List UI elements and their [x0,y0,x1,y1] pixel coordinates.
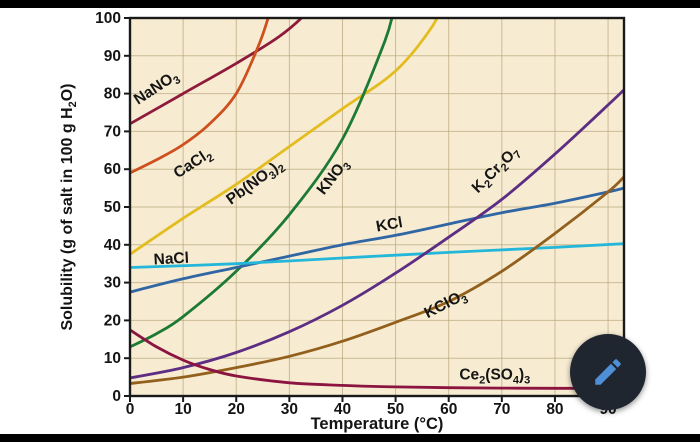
x-tick-label: 70 [493,401,510,418]
x-tick-label: 60 [440,401,457,418]
y-tick-label: 70 [104,123,121,140]
y-tick-label: 0 [112,388,121,405]
y-axis-title: Solubility (g of salt in 100 g H2O) [59,83,79,330]
x-axis-title: Temperature (°C) [311,415,444,433]
curve-K2Cr2O7 [130,88,624,380]
y-tick-label: 30 [104,275,121,292]
y-tick-label: 50 [104,199,121,216]
x-tick-label: 80 [546,401,563,418]
letterbox-top [0,0,700,8]
curve-KClO3 [130,175,624,385]
y-tick-label: 100 [95,10,121,27]
pencil-icon [595,359,621,385]
label-NaCl: NaCl [153,250,189,269]
y-tick-label: 10 [104,350,121,367]
curve-PbNO32 [130,18,439,256]
curve-NaCl [130,242,624,269]
solubility-chart-image: 0102030405060708090010203040506070809010… [0,8,700,434]
y-tick-label: 20 [104,312,121,329]
y-tick-label: 80 [104,86,121,103]
y-tick-label: 90 [104,48,121,65]
edit-fab[interactable] [570,334,646,410]
label-Ce2SO43: Ce2(SO4)3 [459,367,530,387]
x-tick-label: 10 [174,401,191,418]
curve-CaCl2 [130,18,270,175]
label-KCl: KCl [375,214,404,235]
curve-KCl [130,186,624,294]
curve-KNO3 [130,18,394,349]
x-tick-label: 0 [126,401,135,418]
curve-NaNO3 [130,18,304,126]
x-tick-label: 50 [387,401,404,418]
y-tick-label: 60 [104,161,121,178]
x-tick-label: 40 [334,401,351,418]
solubility-chart: 0102030405060708090010203040506070809010… [59,10,626,433]
letterbox-bottom [0,434,700,442]
x-tick-label: 30 [281,401,298,418]
y-tick-label: 40 [104,237,121,254]
x-tick-label: 20 [228,401,245,418]
curve-Ce2SO43 [130,328,624,390]
